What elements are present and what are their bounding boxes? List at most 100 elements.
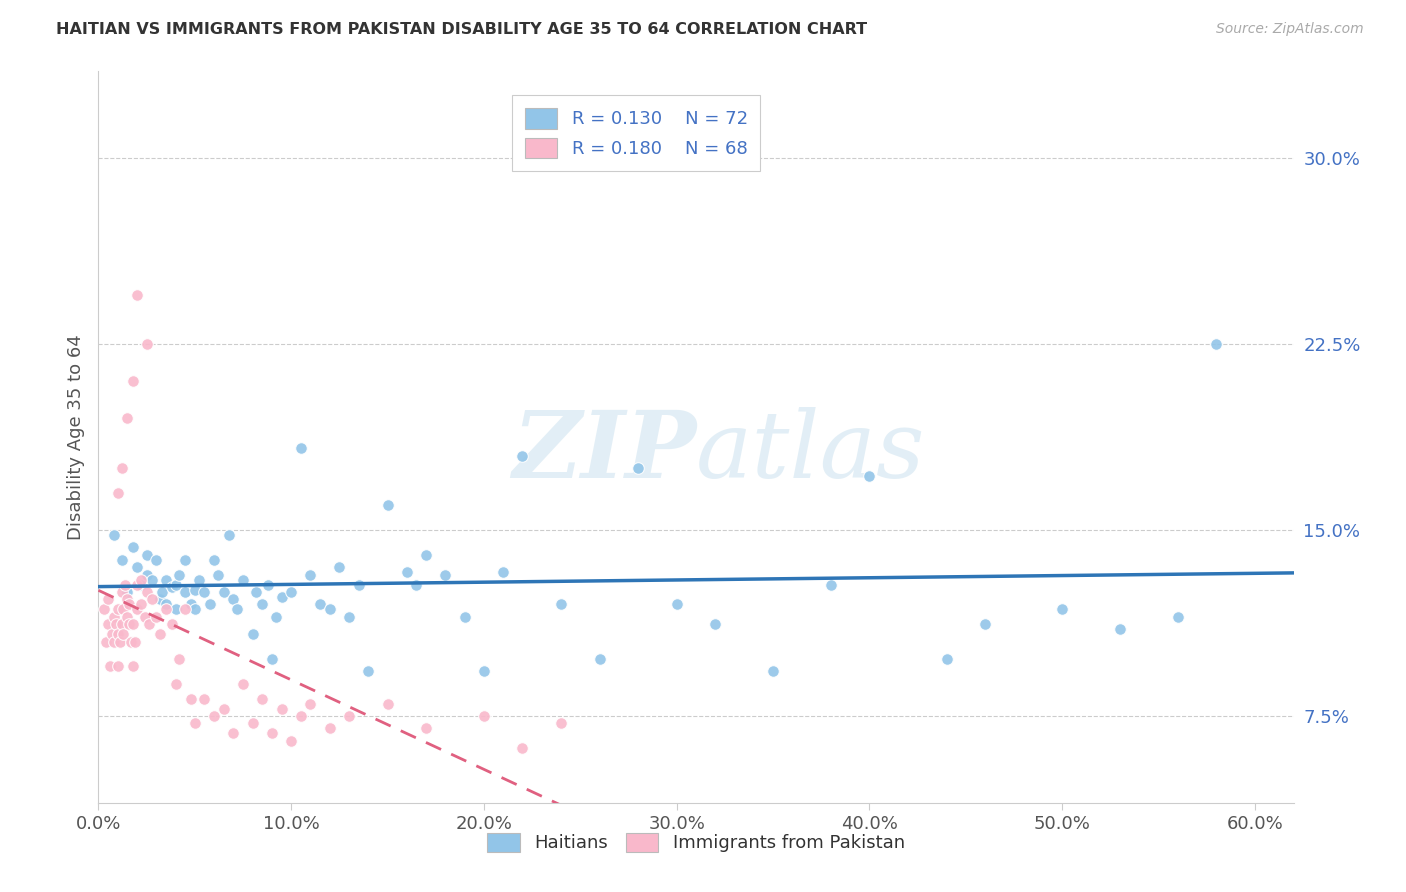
Point xyxy=(120,634,142,648)
Point xyxy=(1109,622,1132,636)
Point xyxy=(149,592,172,607)
Point xyxy=(627,461,650,475)
Point xyxy=(200,598,222,612)
Point xyxy=(122,541,145,555)
Point xyxy=(169,567,191,582)
Point xyxy=(260,652,283,666)
Point xyxy=(118,598,141,612)
Point xyxy=(117,411,139,425)
Point xyxy=(150,585,173,599)
Point xyxy=(665,598,688,612)
Point xyxy=(174,602,197,616)
Point xyxy=(124,634,146,648)
Point xyxy=(280,734,302,748)
Point xyxy=(472,709,495,723)
Point xyxy=(328,560,350,574)
Point xyxy=(415,722,437,736)
Point xyxy=(112,627,135,641)
Point xyxy=(98,659,121,673)
Legend: Haitians, Immigrants from Pakistan: Haitians, Immigrants from Pakistan xyxy=(479,826,912,860)
Point xyxy=(129,577,152,591)
Point xyxy=(118,617,141,632)
Point xyxy=(141,592,163,607)
Point xyxy=(550,598,572,612)
Point xyxy=(110,553,132,567)
Point xyxy=(122,659,145,673)
Point xyxy=(174,553,197,567)
Point xyxy=(232,677,254,691)
Text: atlas: atlas xyxy=(696,407,925,497)
Point xyxy=(101,627,124,641)
Point xyxy=(180,691,202,706)
Text: Source: ZipAtlas.com: Source: ZipAtlas.com xyxy=(1216,22,1364,37)
Point xyxy=(103,528,125,542)
Point xyxy=(299,567,322,582)
Point xyxy=(135,548,157,562)
Point xyxy=(135,585,157,599)
Point xyxy=(125,560,148,574)
Point xyxy=(319,722,342,736)
Point xyxy=(122,617,145,632)
Point xyxy=(242,627,264,641)
Point xyxy=(290,709,312,723)
Point xyxy=(117,592,139,607)
Point xyxy=(174,585,197,599)
Point xyxy=(434,567,457,582)
Point xyxy=(395,565,418,579)
Point xyxy=(512,741,534,756)
Point xyxy=(264,610,287,624)
Point xyxy=(112,602,135,616)
Point xyxy=(165,577,187,591)
Point xyxy=(270,701,292,715)
Point xyxy=(218,528,240,542)
Point xyxy=(453,610,475,624)
Point xyxy=(93,602,115,616)
Point xyxy=(337,709,360,723)
Point xyxy=(242,716,264,731)
Point xyxy=(103,634,125,648)
Point xyxy=(207,567,229,582)
Point xyxy=(232,573,254,587)
Point xyxy=(165,677,187,691)
Point xyxy=(1050,602,1073,616)
Point xyxy=(114,577,136,591)
Point xyxy=(129,573,152,587)
Point xyxy=(103,610,125,624)
Point xyxy=(107,602,129,616)
Point xyxy=(94,634,117,648)
Point xyxy=(472,665,495,679)
Point xyxy=(405,577,427,591)
Point xyxy=(145,553,167,567)
Point xyxy=(165,602,187,616)
Point xyxy=(704,617,727,632)
Point xyxy=(135,567,157,582)
Point xyxy=(212,701,235,715)
Text: HAITIAN VS IMMIGRANTS FROM PAKISTAN DISABILITY AGE 35 TO 64 CORRELATION CHART: HAITIAN VS IMMIGRANTS FROM PAKISTAN DISA… xyxy=(56,22,868,37)
Point xyxy=(309,598,332,612)
Point xyxy=(212,585,235,599)
Point xyxy=(492,565,515,579)
Point xyxy=(858,468,880,483)
Point xyxy=(104,617,127,632)
Point xyxy=(226,602,249,616)
Point xyxy=(193,691,215,706)
Point xyxy=(415,548,437,562)
Point xyxy=(97,617,120,632)
Point xyxy=(155,602,177,616)
Point xyxy=(145,610,167,624)
Point xyxy=(155,598,177,612)
Point xyxy=(935,652,957,666)
Point xyxy=(974,617,997,632)
Point xyxy=(187,573,209,587)
Point xyxy=(193,585,215,599)
Point xyxy=(357,665,380,679)
Point xyxy=(107,627,129,641)
Point xyxy=(122,374,145,388)
Point xyxy=(117,610,139,624)
Point xyxy=(138,617,160,632)
Point xyxy=(107,486,129,500)
Point xyxy=(129,598,152,612)
Point xyxy=(180,598,202,612)
Point xyxy=(512,449,534,463)
Point xyxy=(252,691,274,706)
